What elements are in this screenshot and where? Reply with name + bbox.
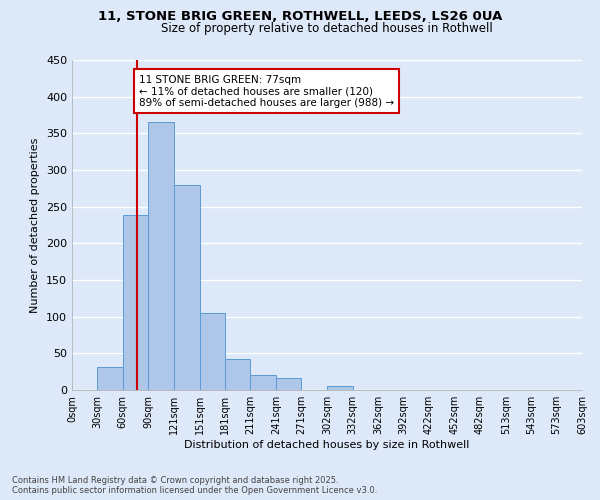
Bar <box>250 374 276 390</box>
Bar <box>175 184 200 390</box>
Title: Size of property relative to detached houses in Rothwell: Size of property relative to detached ho… <box>161 22 493 35</box>
Bar <box>276 378 301 390</box>
Bar <box>328 386 353 390</box>
X-axis label: Distribution of detached houses by size in Rothwell: Distribution of detached houses by size … <box>184 440 470 450</box>
Bar <box>123 216 148 390</box>
Y-axis label: Number of detached properties: Number of detached properties <box>31 138 40 312</box>
Text: 11, STONE BRIG GREEN, ROTHWELL, LEEDS, LS26 0UA: 11, STONE BRIG GREEN, ROTHWELL, LEEDS, L… <box>98 10 502 23</box>
Bar <box>200 313 225 390</box>
Text: Contains HM Land Registry data © Crown copyright and database right 2025.
Contai: Contains HM Land Registry data © Crown c… <box>12 476 377 495</box>
Bar <box>97 366 123 390</box>
Bar <box>148 122 175 390</box>
Bar <box>225 359 250 390</box>
Text: 11 STONE BRIG GREEN: 77sqm
← 11% of detached houses are smaller (120)
89% of sem: 11 STONE BRIG GREEN: 77sqm ← 11% of deta… <box>139 74 394 108</box>
